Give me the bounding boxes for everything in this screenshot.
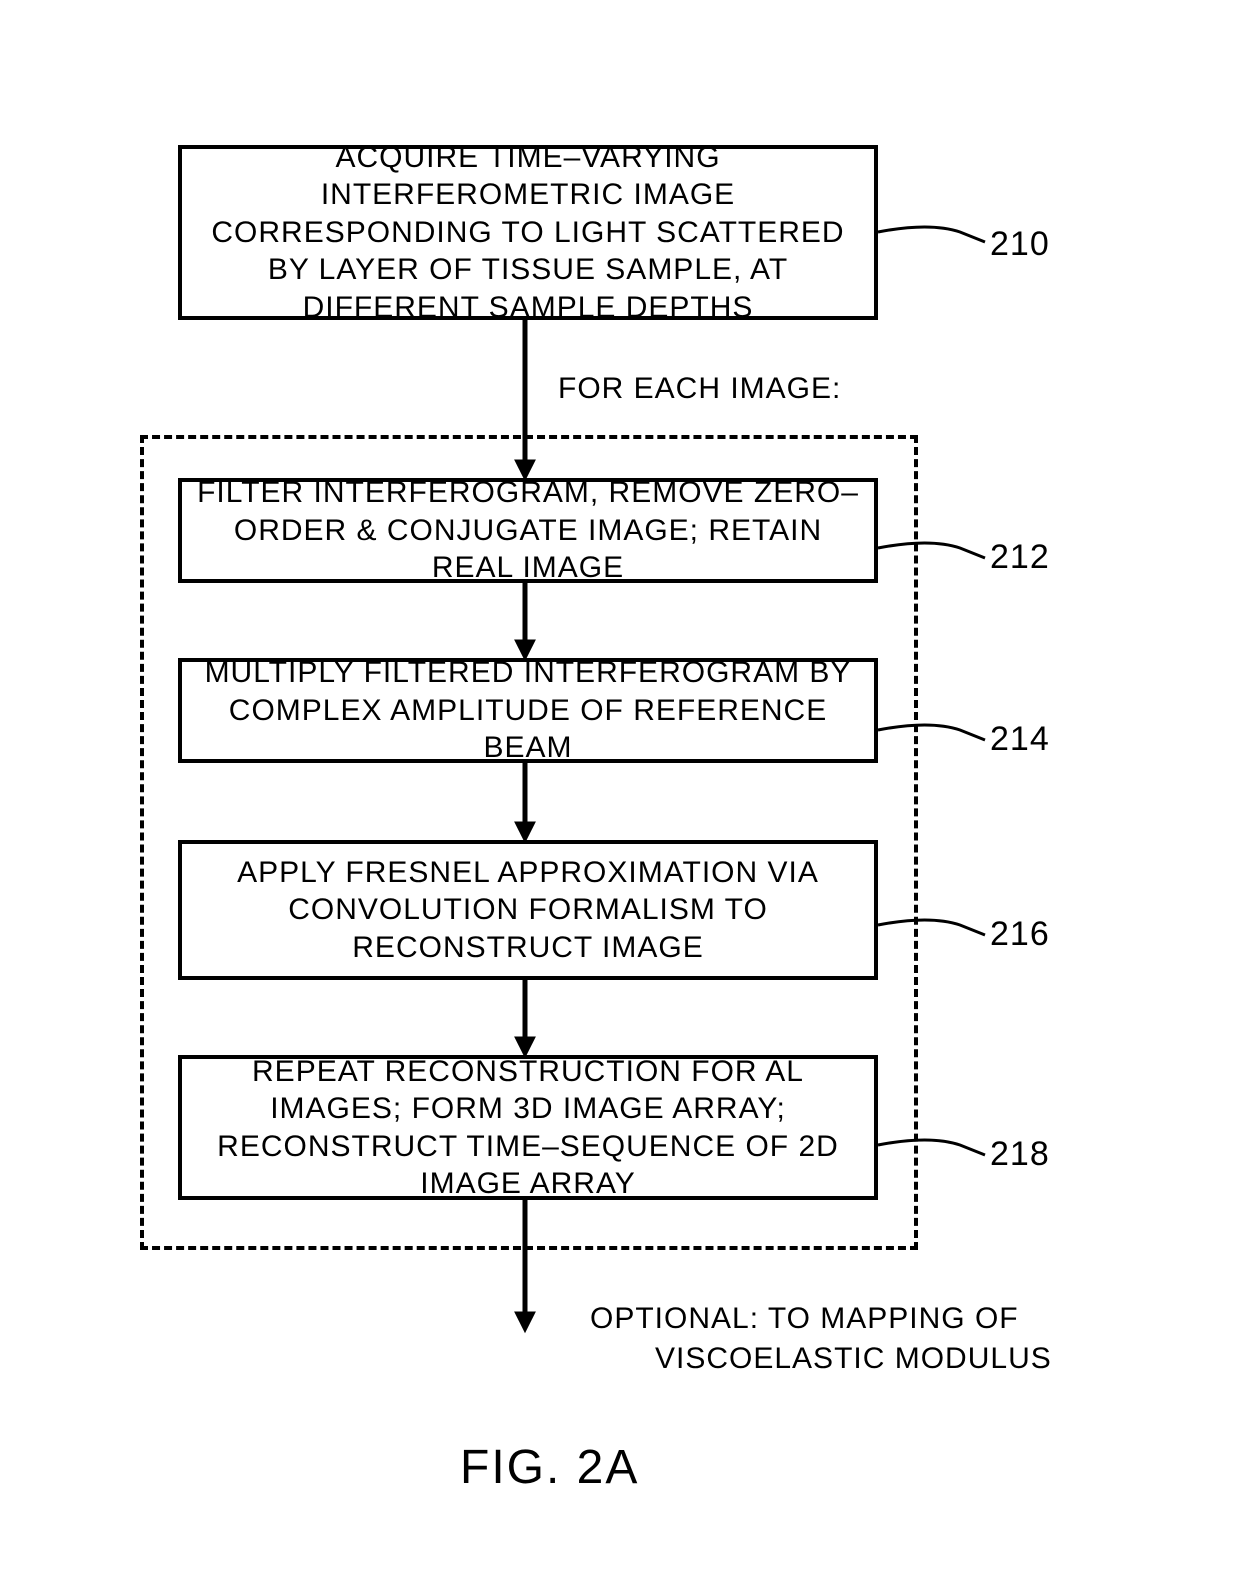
step-text: ACQUIRE TIME–VARYING INTERFEROMETRIC IMA… [194, 139, 862, 327]
ref-216: 216 [990, 915, 1050, 954]
step-text: REPEAT RECONSTRUCTION FOR AL IMAGES; FOR… [194, 1053, 862, 1203]
ref-210: 210 [990, 225, 1050, 264]
ref-214: 214 [990, 720, 1050, 759]
step-apply-fresnel: APPLY FRESNEL APPROXIMATION VIA CONVOLUT… [178, 840, 878, 980]
step-acquire-image: ACQUIRE TIME–VARYING INTERFEROMETRIC IMA… [178, 145, 878, 320]
leader-line [878, 227, 985, 242]
label-optional-line2: VISCOELASTIC MODULUS [655, 1340, 1052, 1378]
step-repeat-reconstruction: REPEAT RECONSTRUCTION FOR AL IMAGES; FOR… [178, 1055, 878, 1200]
step-filter-interferogram: FILTER INTERFEROGRAM, REMOVE ZERO–ORDER … [178, 478, 878, 583]
ref-218: 218 [990, 1135, 1050, 1174]
ref-212: 212 [990, 538, 1050, 577]
diagram-canvas: ACQUIRE TIME–VARYING INTERFEROMETRIC IMA… [0, 0, 1240, 1591]
step-text: MULTIPLY FILTERED INTERFEROGRAM BY COMPL… [194, 654, 862, 767]
label-optional-line1: OPTIONAL: TO MAPPING OF [590, 1300, 1019, 1338]
step-text: APPLY FRESNEL APPROXIMATION VIA CONVOLUT… [194, 854, 862, 967]
step-text: FILTER INTERFEROGRAM, REMOVE ZERO–ORDER … [194, 474, 862, 587]
step-multiply-filtered: MULTIPLY FILTERED INTERFEROGRAM BY COMPL… [178, 658, 878, 763]
figure-caption: FIG. 2A [460, 1440, 639, 1495]
label-for-each-image: FOR EACH IMAGE: [558, 370, 841, 408]
